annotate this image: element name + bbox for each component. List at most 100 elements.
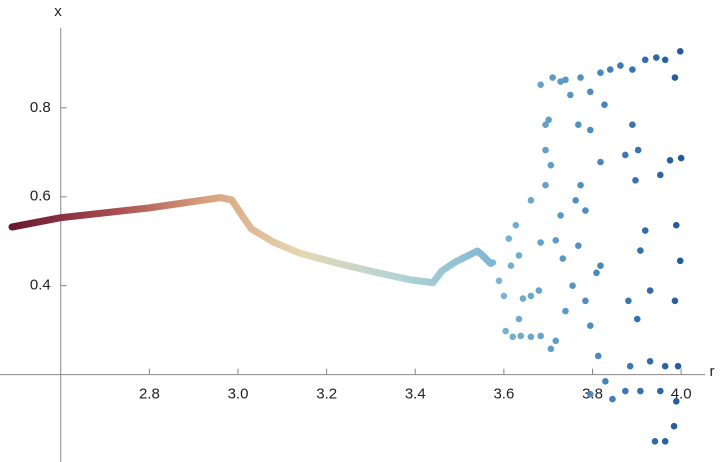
- point: [641, 227, 649, 234]
- point: [661, 438, 669, 445]
- point: [670, 422, 678, 430]
- y-tick-label: 0.6: [30, 188, 51, 205]
- point: [507, 262, 515, 269]
- point: [597, 158, 604, 166]
- point: [626, 362, 634, 370]
- point: [542, 181, 549, 189]
- point: [593, 269, 600, 277]
- x-tick-label: 3.6: [493, 386, 514, 403]
- point: [537, 81, 544, 89]
- point: [617, 62, 624, 69]
- point: [586, 88, 594, 96]
- point: [622, 387, 629, 395]
- point: [537, 332, 544, 340]
- point: [527, 333, 535, 341]
- point: [505, 235, 513, 242]
- point: [577, 74, 584, 81]
- point: [542, 121, 549, 129]
- point: [676, 257, 684, 265]
- point: [646, 287, 654, 294]
- point: [562, 307, 569, 315]
- point: [629, 121, 636, 129]
- point: [661, 56, 669, 64]
- point: [552, 337, 560, 345]
- point: [586, 322, 594, 330]
- point: [557, 212, 564, 219]
- point: [542, 146, 549, 154]
- point: [672, 398, 680, 405]
- point: [657, 387, 664, 395]
- point: [657, 171, 664, 179]
- point: [671, 74, 679, 81]
- point: [515, 315, 523, 323]
- y-axis-label: x: [54, 3, 62, 20]
- point: [629, 66, 636, 73]
- point: [625, 297, 632, 305]
- point: [597, 262, 604, 269]
- point: [676, 48, 684, 55]
- point: [637, 387, 644, 395]
- point: [632, 177, 639, 184]
- point: [622, 151, 629, 159]
- x-axis-label: r: [710, 363, 715, 380]
- point: [609, 395, 616, 403]
- point: [582, 207, 589, 214]
- point: [495, 277, 503, 285]
- point: [637, 247, 644, 254]
- point: [601, 101, 608, 109]
- point: [537, 239, 544, 246]
- x-tick-label: 3.2: [316, 386, 337, 403]
- point: [653, 54, 660, 61]
- point: [502, 327, 509, 335]
- point: [512, 221, 520, 229]
- point: [535, 287, 543, 294]
- point: [559, 255, 567, 262]
- point: [575, 242, 582, 249]
- point: [677, 154, 685, 162]
- point: [572, 197, 579, 204]
- y-tick-label: 0.4: [30, 277, 51, 294]
- point: [646, 357, 654, 365]
- point: [594, 352, 602, 360]
- point: [567, 91, 574, 99]
- point: [633, 315, 641, 323]
- point: [527, 197, 535, 204]
- point: [586, 126, 594, 134]
- curve: [8, 194, 495, 287]
- point: [674, 362, 682, 370]
- point: [577, 181, 584, 189]
- point: [586, 390, 594, 398]
- point: [597, 69, 604, 76]
- point: [515, 252, 523, 259]
- y-tick-label: 0.8: [30, 99, 51, 116]
- point: [562, 76, 569, 84]
- point: [672, 221, 680, 229]
- point: [641, 56, 649, 64]
- point: [671, 297, 679, 305]
- point: [552, 237, 560, 244]
- point: [651, 438, 659, 445]
- point: [509, 333, 517, 341]
- point: [527, 292, 535, 300]
- point: [602, 377, 609, 385]
- point: [661, 362, 669, 370]
- point: [517, 332, 525, 340]
- x-tick-label: 3.0: [228, 386, 249, 403]
- point: [547, 161, 555, 169]
- x-tick-label: 3.4: [405, 386, 426, 403]
- point: [489, 259, 497, 266]
- point: [575, 121, 582, 129]
- point: [569, 282, 576, 289]
- x-tick-label: 2.8: [139, 386, 160, 403]
- point: [582, 297, 589, 305]
- point: [547, 345, 555, 353]
- point: [606, 66, 614, 73]
- point: [500, 292, 508, 300]
- point: [545, 116, 552, 124]
- point: [666, 156, 674, 164]
- point: [634, 146, 642, 154]
- point: [549, 74, 556, 81]
- point: [519, 295, 527, 302]
